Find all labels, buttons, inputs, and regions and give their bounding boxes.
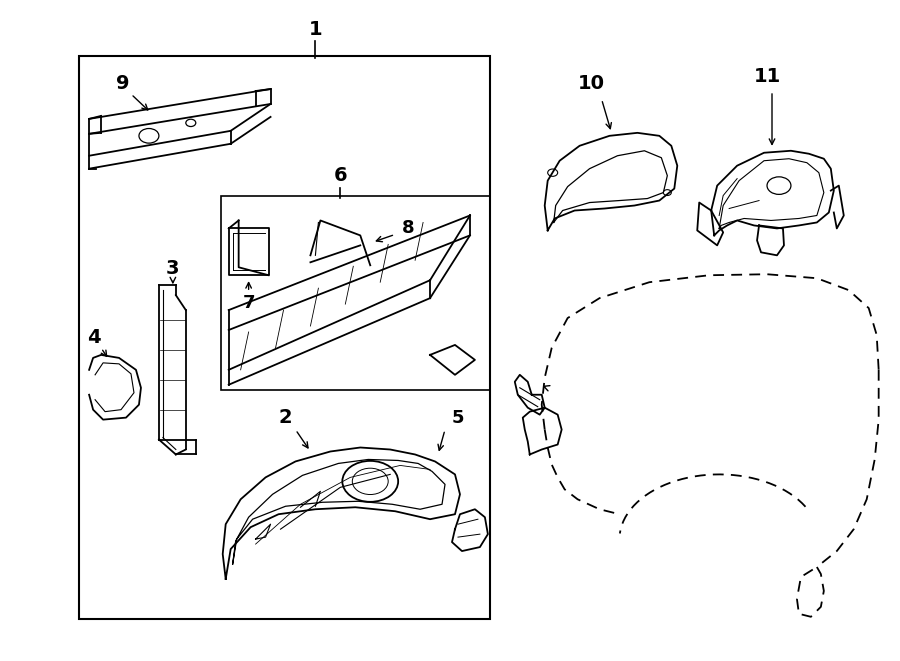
Text: 3: 3: [166, 258, 180, 278]
Text: 6: 6: [334, 166, 347, 185]
Bar: [220, 196, 490, 390]
Text: 8: 8: [401, 219, 414, 237]
Text: 5: 5: [452, 408, 464, 426]
Text: 1: 1: [309, 20, 322, 39]
Text: 9: 9: [116, 73, 130, 93]
Text: 2: 2: [279, 408, 292, 427]
Text: 10: 10: [578, 73, 605, 93]
Text: 4: 4: [87, 329, 101, 348]
Text: 11: 11: [753, 67, 780, 85]
Text: 7: 7: [242, 294, 255, 312]
Bar: [79, 56, 490, 619]
